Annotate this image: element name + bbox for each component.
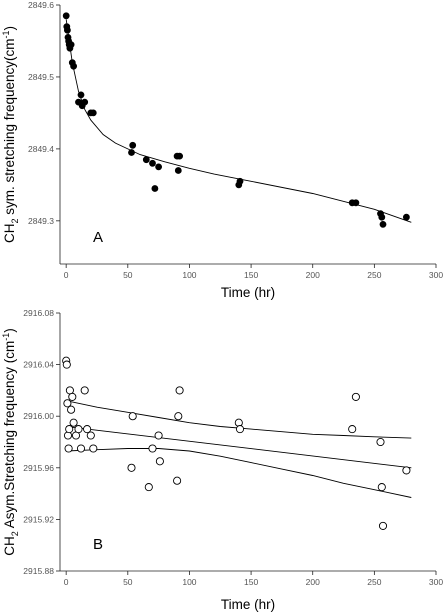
data-point (234, 418, 243, 427)
data-point (89, 444, 98, 453)
y-title-part: Asym.Stretching frequency (cm (2, 341, 17, 532)
data-point (155, 457, 164, 466)
x-tick-label: 50 (123, 577, 133, 587)
x-tick-label: 250 (367, 270, 381, 280)
x-tick-label: 200 (306, 270, 320, 280)
y-tick-label: 2916.00 (23, 411, 54, 421)
y-tick-label: 2915.96 (23, 463, 54, 473)
data-point (236, 177, 244, 185)
panel-b-chart: 0 50 100 150 200 250 300 2915.88 2915.92 2915.96 2… (1, 308, 443, 612)
x-axis-title: Time (hr) (221, 285, 275, 300)
data-point (65, 425, 74, 434)
data-point (129, 141, 137, 149)
y-tick-label: 2849.6 (28, 0, 54, 10)
regression-line (66, 426, 412, 469)
data-point (348, 425, 357, 434)
panel-a-chart: 0 50 100 150 200 250 300 2849.3 2849.4 2849.5 2849… (1, 0, 443, 300)
data-point (151, 185, 159, 192)
y-title-part: CH (2, 224, 17, 244)
data-point (62, 360, 71, 369)
y-title-superscript: -1 (1, 30, 11, 38)
data-point (77, 91, 85, 99)
x-tick-label: 50 (123, 270, 133, 280)
data-point (176, 152, 183, 160)
y-title-part: sym. stretching frequency(cm (2, 38, 17, 218)
data-point (149, 159, 156, 167)
y-title-part: CH (2, 536, 17, 556)
x-tick-label: 300 (429, 270, 443, 280)
data-point (64, 26, 71, 34)
x-tick-label: 100 (182, 270, 196, 280)
data-point (144, 483, 153, 492)
data-point (127, 463, 136, 472)
x-tick-label: 0 (64, 270, 69, 280)
x-tick-label: 0 (64, 577, 69, 587)
confidence-band-upper (66, 400, 412, 439)
data-point (62, 12, 70, 20)
y-title-part: ) (2, 328, 17, 333)
y-tick-label: 2849.5 (28, 72, 54, 82)
data-point (80, 386, 89, 395)
data-point (351, 392, 360, 401)
y-tick-label: 2915.92 (23, 514, 54, 524)
data-point (74, 425, 83, 434)
data-point (155, 163, 162, 171)
y-tick-label: 2915.88 (23, 566, 54, 576)
data-point (148, 444, 157, 453)
data-point (174, 412, 183, 421)
data-point (128, 412, 137, 421)
fit-curve (65, 19, 412, 223)
y-tick-label: 2849.4 (28, 144, 54, 154)
x-tick-label: 150 (244, 270, 258, 280)
x-tick-label: 100 (182, 577, 196, 587)
data-point (377, 483, 386, 492)
data-point (142, 156, 150, 164)
data-point (63, 431, 73, 440)
y-title-subscript: 2 (10, 219, 20, 224)
x-tick-label: 300 (429, 577, 443, 587)
data-point (378, 521, 388, 530)
data-point (64, 444, 73, 453)
panel-label: A (93, 229, 103, 246)
data-point (86, 431, 95, 440)
data-point (69, 418, 78, 427)
y-tick-label: 2916.08 (23, 308, 54, 318)
data-point (379, 220, 387, 228)
y-axis-title: CH2 Asym.Stretching frequency (cm-1) (1, 328, 20, 556)
data-point (174, 167, 182, 174)
x-tick-label: 250 (367, 577, 381, 587)
data-point (378, 213, 386, 221)
data-point (376, 437, 385, 447)
x-tick-label: 150 (244, 577, 258, 587)
data-point (235, 425, 245, 434)
data-point (83, 425, 92, 434)
data-point (76, 444, 86, 453)
y-title-subscript: 2 (10, 531, 20, 536)
data-point (154, 431, 163, 440)
y-title-superscript: -1 (1, 333, 11, 341)
y-axis-title: CH2 sym. stretching frequency(cm-1) (1, 26, 20, 243)
panel-label: B (93, 536, 103, 553)
data-point (402, 466, 411, 475)
y-tick-label: 2849.3 (28, 216, 54, 226)
y-title-part: ) (2, 26, 17, 31)
confidence-band-lower (66, 448, 412, 498)
data-point (67, 41, 75, 48)
data-point (352, 199, 360, 207)
data-point (63, 399, 72, 408)
data-point (68, 392, 77, 401)
data-point (175, 386, 184, 395)
data-point (173, 476, 182, 485)
data-point (67, 405, 76, 414)
data-point (128, 149, 135, 156)
data-point (89, 109, 97, 117)
x-tick-label: 200 (306, 577, 320, 587)
x-axis-title: Time (hr) (221, 597, 275, 612)
data-point (70, 62, 77, 70)
y-tick-label: 2916.04 (23, 360, 54, 370)
data-point (402, 213, 410, 221)
data-point (81, 98, 89, 106)
